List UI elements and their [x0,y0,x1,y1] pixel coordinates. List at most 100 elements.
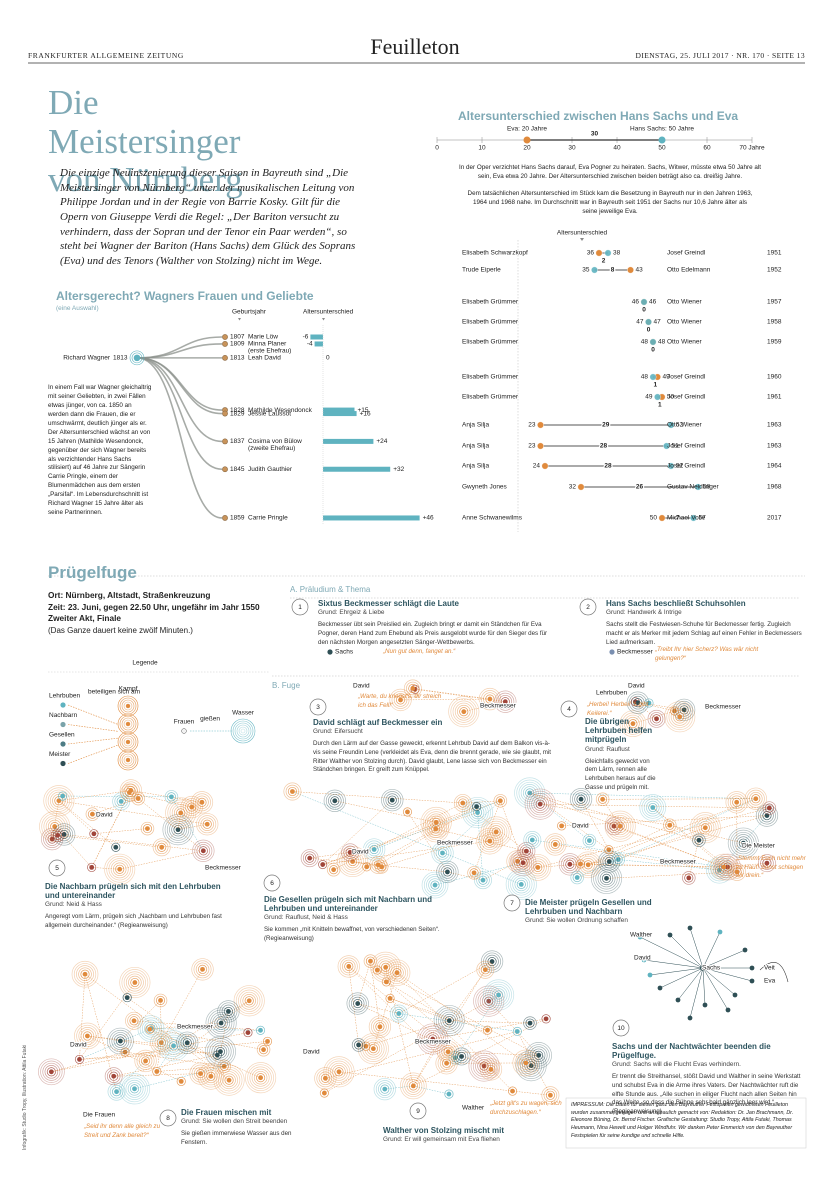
spoke [639,936,704,969]
fight-ring [430,880,440,890]
figure [387,995,393,1001]
character-name: Eva [764,978,776,985]
diff-value: 8 [611,267,615,274]
fight-ring [732,867,742,877]
sachs-singer: Otto Wiener [667,339,703,346]
fight-ring [196,813,219,836]
fight-link [58,800,208,825]
fight-ring [464,799,491,826]
fight-ring [395,695,406,705]
fight-ring [734,834,753,853]
fight-ring [323,789,346,812]
fight-ring [498,694,513,709]
sachs-singer: Josef Greindl [667,394,706,401]
figure [432,882,438,888]
fight-link [577,798,756,878]
figure [368,958,373,964]
panel-reason: Grund: Sie wollen Ordnung schaffen [525,917,628,925]
fight-ring [357,1033,389,1065]
fight-ring [130,977,140,988]
fight-ring [133,794,143,804]
fight-ring [764,803,774,813]
panel-quote: „Treibt Ihr hier Scherz? Was wär nicht g… [655,646,759,662]
character-name: David [634,955,651,962]
fight-ring [611,817,630,836]
fight-ring [372,965,382,975]
fight-link [51,1032,248,1073]
figure [430,1036,436,1042]
figure [55,832,61,838]
fight-ring [543,1088,558,1102]
fight-ring [453,794,472,812]
figure [600,796,606,802]
legend-group: Gesellen [49,732,75,739]
fight-ring [452,1047,471,1066]
part-title: A. Präludium & Thema [290,585,371,594]
fight-ring [373,1077,396,1101]
panel-number: 2 [586,604,590,611]
fight-ring [247,1064,274,1092]
figure [356,1042,361,1048]
legend-water-ring [234,722,252,740]
fight-ring [47,789,71,812]
fight-ring [478,687,502,711]
fight-ring [570,870,584,885]
fight-link [398,1013,518,1032]
fight-ring [651,714,662,724]
fight-ring [746,789,765,808]
fight-ring [394,1009,404,1019]
panel-reason: Grund: Rauflust, Neid & Hass [264,914,348,922]
tick-label: 30 [568,145,576,152]
figure [52,824,58,829]
fight-ring [572,872,582,883]
fight-ring [341,850,364,873]
column-header: Altersunterschied [303,309,354,316]
figure [117,1038,123,1044]
eva-age: 46 [632,299,640,306]
fight-ring [124,783,138,798]
sachs-age: 35 [582,267,590,274]
fight-ring [38,1058,65,1086]
panel-title: Die Gesellen prügeln sich mit Nachbarn u… [264,895,433,914]
fight-ring [730,865,744,879]
legend-women: Frauen [174,719,195,726]
panel-reason: Grund: Sachs will die Flucht Evas verhin… [612,1061,741,1069]
panel-title: Hans Sachs beschließt Schuhsohlen [606,599,746,608]
eva-age: 23 [528,443,536,450]
season-year: 1957 [767,299,782,306]
fight-ring [510,873,533,896]
fight-ring [368,1015,392,1038]
panel-text: Sachs und der Nachtwächter beenden die P… [612,1042,807,1117]
fight-ring [425,1032,440,1046]
character-name: Lehrbuben [596,690,627,697]
legend-title: Legende [132,660,158,667]
fight-ring [605,817,623,836]
fight-ring [45,817,64,836]
fight-ring [87,862,97,872]
season-year: 1959 [767,339,782,346]
fight-ring [348,856,358,867]
fight-ring [197,1063,225,1090]
fight-ring [362,1037,385,1060]
fight-ring [441,1045,455,1059]
figure [364,864,370,870]
fight-ring [283,782,302,801]
fight-ring [476,827,504,855]
fight-ring [212,1014,231,1032]
fight-link [145,1000,250,1062]
figure [218,1049,223,1055]
fight-ring [675,700,694,719]
figure [178,1078,184,1084]
legend-join: beteiligen sich am [88,689,140,696]
figure [405,809,410,815]
fight-ring [346,992,369,1015]
fight-ring [475,987,503,1015]
fight-ring [557,821,567,831]
diff-value: 30 [591,131,599,138]
eva-singer: Elisabeth Grümmer [462,374,519,381]
eva-dot [523,136,531,144]
fight-ring [406,681,420,696]
fight-ring [529,793,552,816]
fight-ring [514,877,529,892]
fight-ring [207,1038,234,1065]
